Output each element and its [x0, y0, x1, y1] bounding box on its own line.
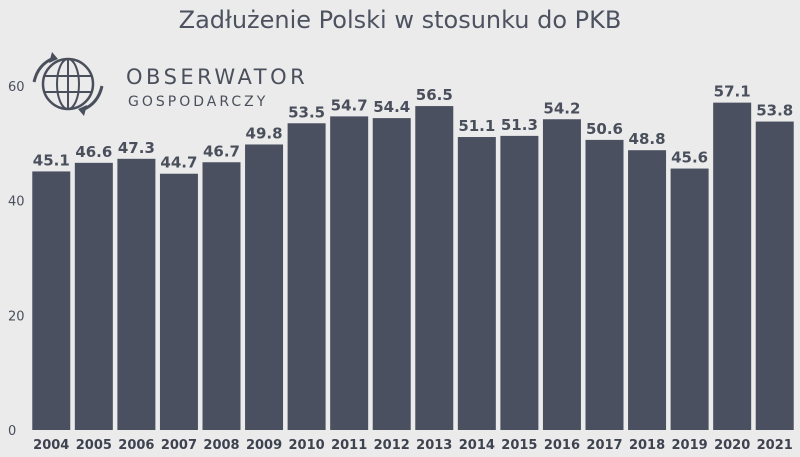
bars-group: [32, 102, 794, 431]
bar-2014: [457, 137, 496, 430]
value-label-2017: 50.6: [586, 120, 623, 138]
bar-2013: [415, 106, 454, 430]
category-label-2014: 2014: [459, 438, 495, 453]
bar-2008: [202, 162, 241, 430]
category-label-2012: 2012: [374, 438, 410, 453]
value-label-2004: 45.1: [33, 151, 70, 169]
value-label-2013: 56.5: [416, 86, 453, 104]
category-label-2019: 2019: [672, 438, 708, 453]
category-label-2018: 2018: [629, 438, 665, 453]
category-label-2005: 2005: [76, 438, 112, 453]
value-label-2018: 48.8: [629, 130, 666, 148]
bar-2020: [713, 102, 752, 430]
value-label-2009: 49.8: [246, 124, 283, 142]
value-label-2005: 46.6: [75, 143, 112, 161]
value-label-2020: 57.1: [714, 83, 751, 101]
y-axis-ticks: 0 20 40 60: [8, 80, 25, 439]
category-label-2013: 2013: [416, 438, 452, 453]
value-label-2016: 54.2: [543, 99, 580, 117]
value-label-2019: 45.6: [671, 149, 708, 167]
bar-2018: [628, 150, 667, 430]
bar-2011: [330, 116, 369, 430]
category-label-2009: 2009: [246, 438, 282, 453]
bar-2016: [542, 119, 581, 430]
chart-title: Zadłużenie Polski w stosunku do PKB: [179, 6, 622, 34]
category-label-2007: 2007: [161, 438, 197, 453]
value-label-2015: 51.3: [501, 116, 538, 134]
category-label-2004: 2004: [33, 438, 69, 453]
brand-name: OBSERWATOR: [126, 65, 308, 89]
value-label-2011: 54.7: [331, 96, 368, 114]
bar-2010: [287, 123, 326, 431]
bar-2007: [159, 173, 198, 430]
category-label-2020: 2020: [714, 438, 750, 453]
brand-subtitle: GOSPODARCZY: [128, 94, 268, 110]
category-label-2008: 2008: [203, 438, 239, 453]
value-label-2008: 46.7: [203, 142, 240, 160]
category-label-2016: 2016: [544, 438, 580, 453]
category-label-2010: 2010: [289, 438, 325, 453]
value-labels-group: 45.1 46.6 47.3 44.7 46.7 49.8 53.5 54.7 54.4 56.5…: [33, 83, 793, 172]
category-label-2017: 2017: [586, 438, 622, 453]
category-label-2006: 2006: [118, 438, 154, 453]
value-label-2006: 47.3: [118, 139, 155, 157]
bar-2004: [32, 171, 71, 430]
value-label-2010: 53.5: [288, 103, 325, 121]
y-tick-label-0: 0: [8, 424, 16, 439]
y-tick-label-20: 20: [8, 309, 25, 324]
bar-2015: [500, 135, 539, 430]
value-label-2007: 44.7: [160, 154, 197, 172]
category-label-2015: 2015: [501, 438, 537, 453]
y-tick-label-40: 40: [8, 195, 25, 210]
bar-2019: [670, 168, 709, 430]
y-tick-label-60: 60: [8, 80, 25, 95]
value-label-2012: 54.4: [373, 98, 410, 116]
bar-2021: [755, 121, 794, 431]
category-label-2011: 2011: [331, 438, 367, 453]
bar-2005: [74, 162, 113, 430]
value-label-2021: 53.8: [756, 102, 793, 120]
globe-arrows-icon: [32, 52, 104, 116]
bar-2009: [245, 144, 284, 431]
category-label-2021: 2021: [757, 438, 793, 453]
category-labels-group: 2004 2005 2006 2007 2008 2009 2010 2011 2012 2013…: [33, 438, 793, 453]
bar-2006: [117, 158, 156, 430]
bar-2017: [585, 139, 624, 430]
value-label-2014: 51.1: [458, 117, 495, 135]
bar-2012: [372, 118, 411, 431]
brand-logo: OBSERWATOR GOSPODARCZY: [32, 52, 308, 116]
